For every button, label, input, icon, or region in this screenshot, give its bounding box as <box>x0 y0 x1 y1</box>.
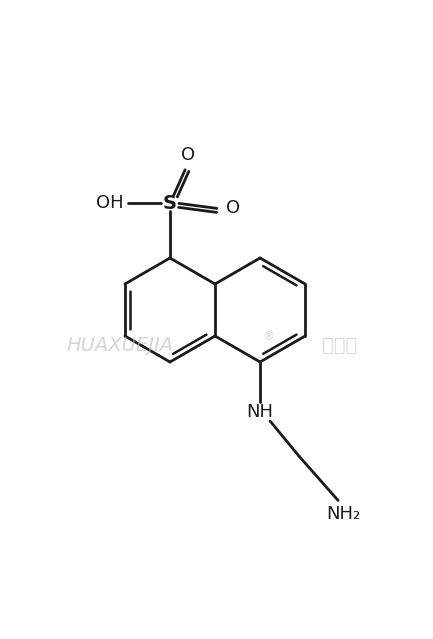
Text: HUAXUEJIA: HUAXUEJIA <box>66 335 174 355</box>
Text: NH₂: NH₂ <box>326 505 360 523</box>
Text: S: S <box>163 194 177 213</box>
Text: ®: ® <box>262 330 274 344</box>
Text: O: O <box>181 146 195 164</box>
Text: 化学加: 化学加 <box>323 335 358 355</box>
Text: NH: NH <box>246 403 274 421</box>
Text: O: O <box>226 199 240 217</box>
Text: OH: OH <box>96 194 124 212</box>
